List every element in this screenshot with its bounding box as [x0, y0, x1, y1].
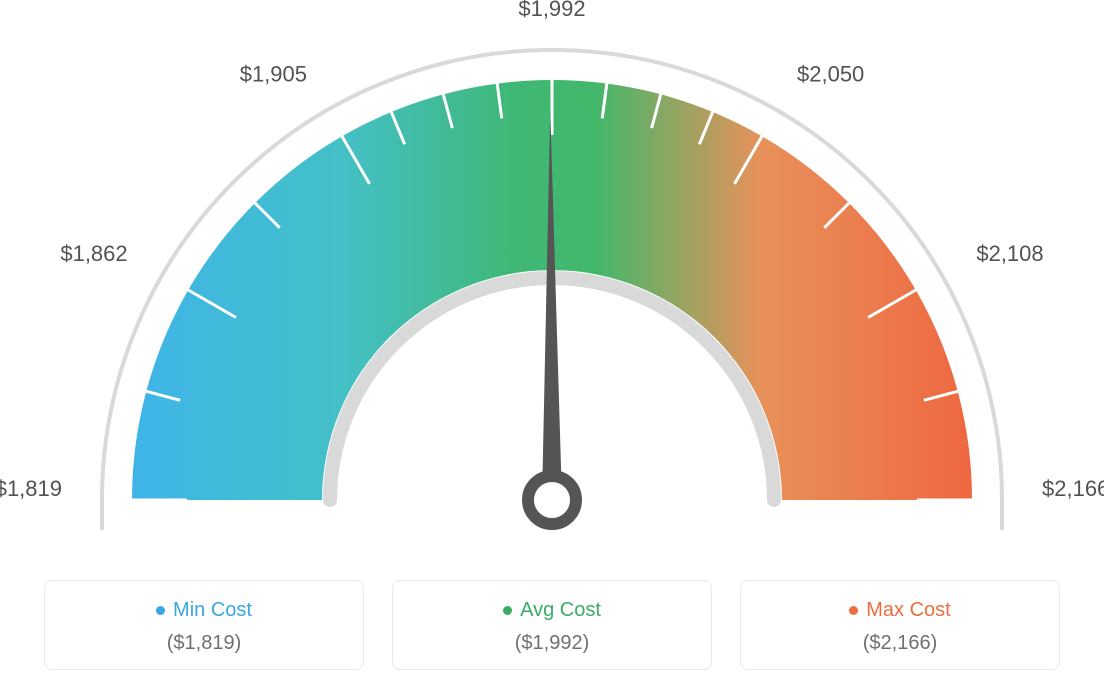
svg-text:$2,166: $2,166 — [1042, 476, 1104, 501]
legend-card-avg: Avg Cost ($1,992) — [392, 580, 712, 670]
svg-text:$2,050: $2,050 — [797, 62, 864, 87]
gauge-chart: $1,819 $1,862 $1,905 $1,992 $2,050 $2,108 $2,1… — [0, 0, 1104, 560]
svg-text:$1,862: $1,862 — [60, 241, 127, 266]
dot-icon — [156, 606, 165, 615]
legend-value-max: ($2,166) — [753, 632, 1047, 655]
legend-card-max: Max Cost ($2,166) — [740, 580, 1060, 670]
legend-label-row-avg: Avg Cost — [405, 599, 699, 622]
svg-text:$1,819: $1,819 — [0, 476, 62, 501]
legend-row: Min Cost ($1,819) Avg Cost ($1,992) Max … — [0, 580, 1104, 670]
svg-text:$1,992: $1,992 — [518, 0, 585, 21]
dot-icon — [849, 606, 858, 615]
dot-icon — [503, 606, 512, 615]
legend-label-avg: Avg Cost — [520, 599, 601, 622]
legend-label-row-max: Max Cost — [753, 599, 1047, 622]
legend-card-min: Min Cost ($1,819) — [44, 580, 364, 670]
svg-text:$1,905: $1,905 — [240, 62, 307, 87]
legend-label-min: Min Cost — [173, 599, 252, 622]
legend-value-avg: ($1,992) — [405, 632, 699, 655]
gauge-svg: $1,819 $1,862 $1,905 $1,992 $2,050 $2,108 $2,1… — [0, 0, 1104, 560]
legend-label-max: Max Cost — [866, 599, 950, 622]
legend-value-min: ($1,819) — [57, 632, 351, 655]
cost-gauge-container: $1,819 $1,862 $1,905 $1,992 $2,050 $2,108 $2,1… — [0, 0, 1104, 690]
svg-text:$2,108: $2,108 — [976, 241, 1043, 266]
legend-label-row-min: Min Cost — [57, 599, 351, 622]
